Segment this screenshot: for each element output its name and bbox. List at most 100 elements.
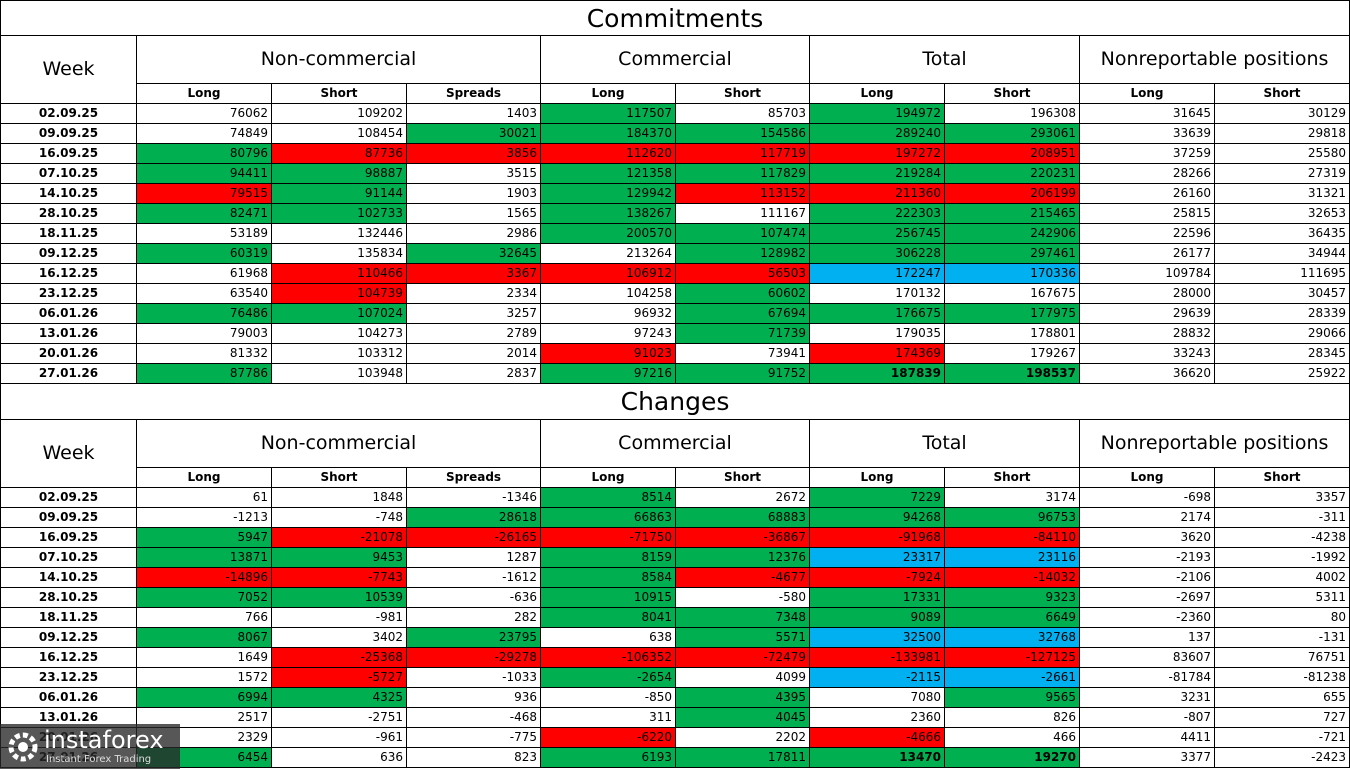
value-cell: 222303 <box>810 204 945 224</box>
sub-header: Short <box>1215 84 1350 104</box>
value-cell: 109784 <box>1080 264 1215 284</box>
value-cell: -2661 <box>945 668 1080 688</box>
value-cell: 106912 <box>541 264 676 284</box>
value-cell: 10539 <box>272 588 407 608</box>
value-cell: -131 <box>1215 628 1350 648</box>
value-cell: 26177 <box>1080 244 1215 264</box>
value-cell: 242906 <box>945 224 1080 244</box>
week-cell: 14.10.25 <box>0 568 137 588</box>
value-cell: 198537 <box>945 364 1080 384</box>
value-cell: 8514 <box>541 488 676 508</box>
value-cell: -36867 <box>676 528 810 548</box>
value-cell: 7348 <box>676 608 810 628</box>
value-cell: 6649 <box>945 608 1080 628</box>
value-cell: 2202 <box>676 728 810 748</box>
value-cell: 4411 <box>1080 728 1215 748</box>
value-cell: -4677 <box>676 568 810 588</box>
value-cell: 9089 <box>810 608 945 628</box>
value-cell: 5571 <box>676 628 810 648</box>
value-cell: 63540 <box>137 284 272 304</box>
value-cell: -2751 <box>272 708 407 728</box>
value-cell: 32500 <box>810 628 945 648</box>
value-cell: 766 <box>137 608 272 628</box>
value-cell: 170336 <box>945 264 1080 284</box>
week-cell: 06.01.26 <box>0 304 137 324</box>
value-cell: -29278 <box>407 648 541 668</box>
sub-header: Spreads <box>407 84 541 104</box>
value-cell: 74849 <box>137 124 272 144</box>
value-cell: 113152 <box>676 184 810 204</box>
value-cell: -1612 <box>407 568 541 588</box>
value-cell: 25815 <box>1080 204 1215 224</box>
value-cell: 3856 <box>407 144 541 164</box>
value-cell: 23317 <box>810 548 945 568</box>
week-cell: 09.12.25 <box>0 628 137 648</box>
value-cell: 466 <box>945 728 1080 748</box>
value-cell: 67694 <box>676 304 810 324</box>
value-cell: -981 <box>272 608 407 628</box>
value-cell: 82471 <box>137 204 272 224</box>
value-cell: 102733 <box>272 204 407 224</box>
value-cell: 2837 <box>407 364 541 384</box>
value-cell: -26165 <box>407 528 541 548</box>
group-header: Total <box>810 420 1080 468</box>
value-cell: -807 <box>1080 708 1215 728</box>
value-cell: 107474 <box>676 224 810 244</box>
value-cell: 129942 <box>541 184 676 204</box>
value-cell: 8159 <box>541 548 676 568</box>
value-cell: 1565 <box>407 204 541 224</box>
value-cell: 823 <box>407 748 541 768</box>
value-cell: 103948 <box>272 364 407 384</box>
sub-header: Long <box>1080 468 1215 488</box>
value-cell: 17331 <box>810 588 945 608</box>
value-cell: -468 <box>407 708 541 728</box>
value-cell: -2193 <box>1080 548 1215 568</box>
value-cell: -14032 <box>945 568 1080 588</box>
value-cell: 104739 <box>272 284 407 304</box>
value-cell: 28832 <box>1080 324 1215 344</box>
value-cell: 638 <box>541 628 676 648</box>
value-cell: 32645 <box>407 244 541 264</box>
value-cell: 94411 <box>137 164 272 184</box>
value-cell: 33639 <box>1080 124 1215 144</box>
value-cell: -72479 <box>676 648 810 668</box>
group-header: Commercial <box>541 36 810 84</box>
value-cell: 107024 <box>272 304 407 324</box>
week-cell: 28.10.25 <box>0 204 137 224</box>
sub-header: Short <box>272 468 407 488</box>
value-cell: -91968 <box>810 528 945 548</box>
value-cell: -2423 <box>1215 748 1350 768</box>
value-cell: 206199 <box>945 184 1080 204</box>
value-cell: 208951 <box>945 144 1080 164</box>
logo-icon <box>8 732 38 762</box>
value-cell: -71750 <box>541 528 676 548</box>
value-cell: 3257 <box>407 304 541 324</box>
value-cell: 91752 <box>676 364 810 384</box>
week-header: Week <box>0 420 137 488</box>
value-cell: -961 <box>272 728 407 748</box>
group-header: Non-commercial <box>137 420 541 468</box>
value-cell: -84110 <box>945 528 1080 548</box>
value-cell: 25922 <box>1215 364 1350 384</box>
value-cell: 104258 <box>541 284 676 304</box>
value-cell: 9323 <box>945 588 1080 608</box>
week-cell: 23.12.25 <box>0 284 137 304</box>
section-title: Commitments <box>0 0 1350 36</box>
value-cell: -21078 <box>272 528 407 548</box>
value-cell: -2697 <box>1080 588 1215 608</box>
value-cell: -2654 <box>541 668 676 688</box>
value-cell: 23116 <box>945 548 1080 568</box>
value-cell: -2106 <box>1080 568 1215 588</box>
value-cell: -2115 <box>810 668 945 688</box>
value-cell: 2334 <box>407 284 541 304</box>
group-header: Non-commercial <box>137 36 541 84</box>
value-cell: 87786 <box>137 364 272 384</box>
value-cell: 2517 <box>137 708 272 728</box>
value-cell: 176675 <box>810 304 945 324</box>
value-cell: 5947 <box>137 528 272 548</box>
value-cell: 97243 <box>541 324 676 344</box>
value-cell: 26160 <box>1080 184 1215 204</box>
value-cell: 32768 <box>945 628 1080 648</box>
value-cell: 219284 <box>810 164 945 184</box>
sub-header: Long <box>541 468 676 488</box>
